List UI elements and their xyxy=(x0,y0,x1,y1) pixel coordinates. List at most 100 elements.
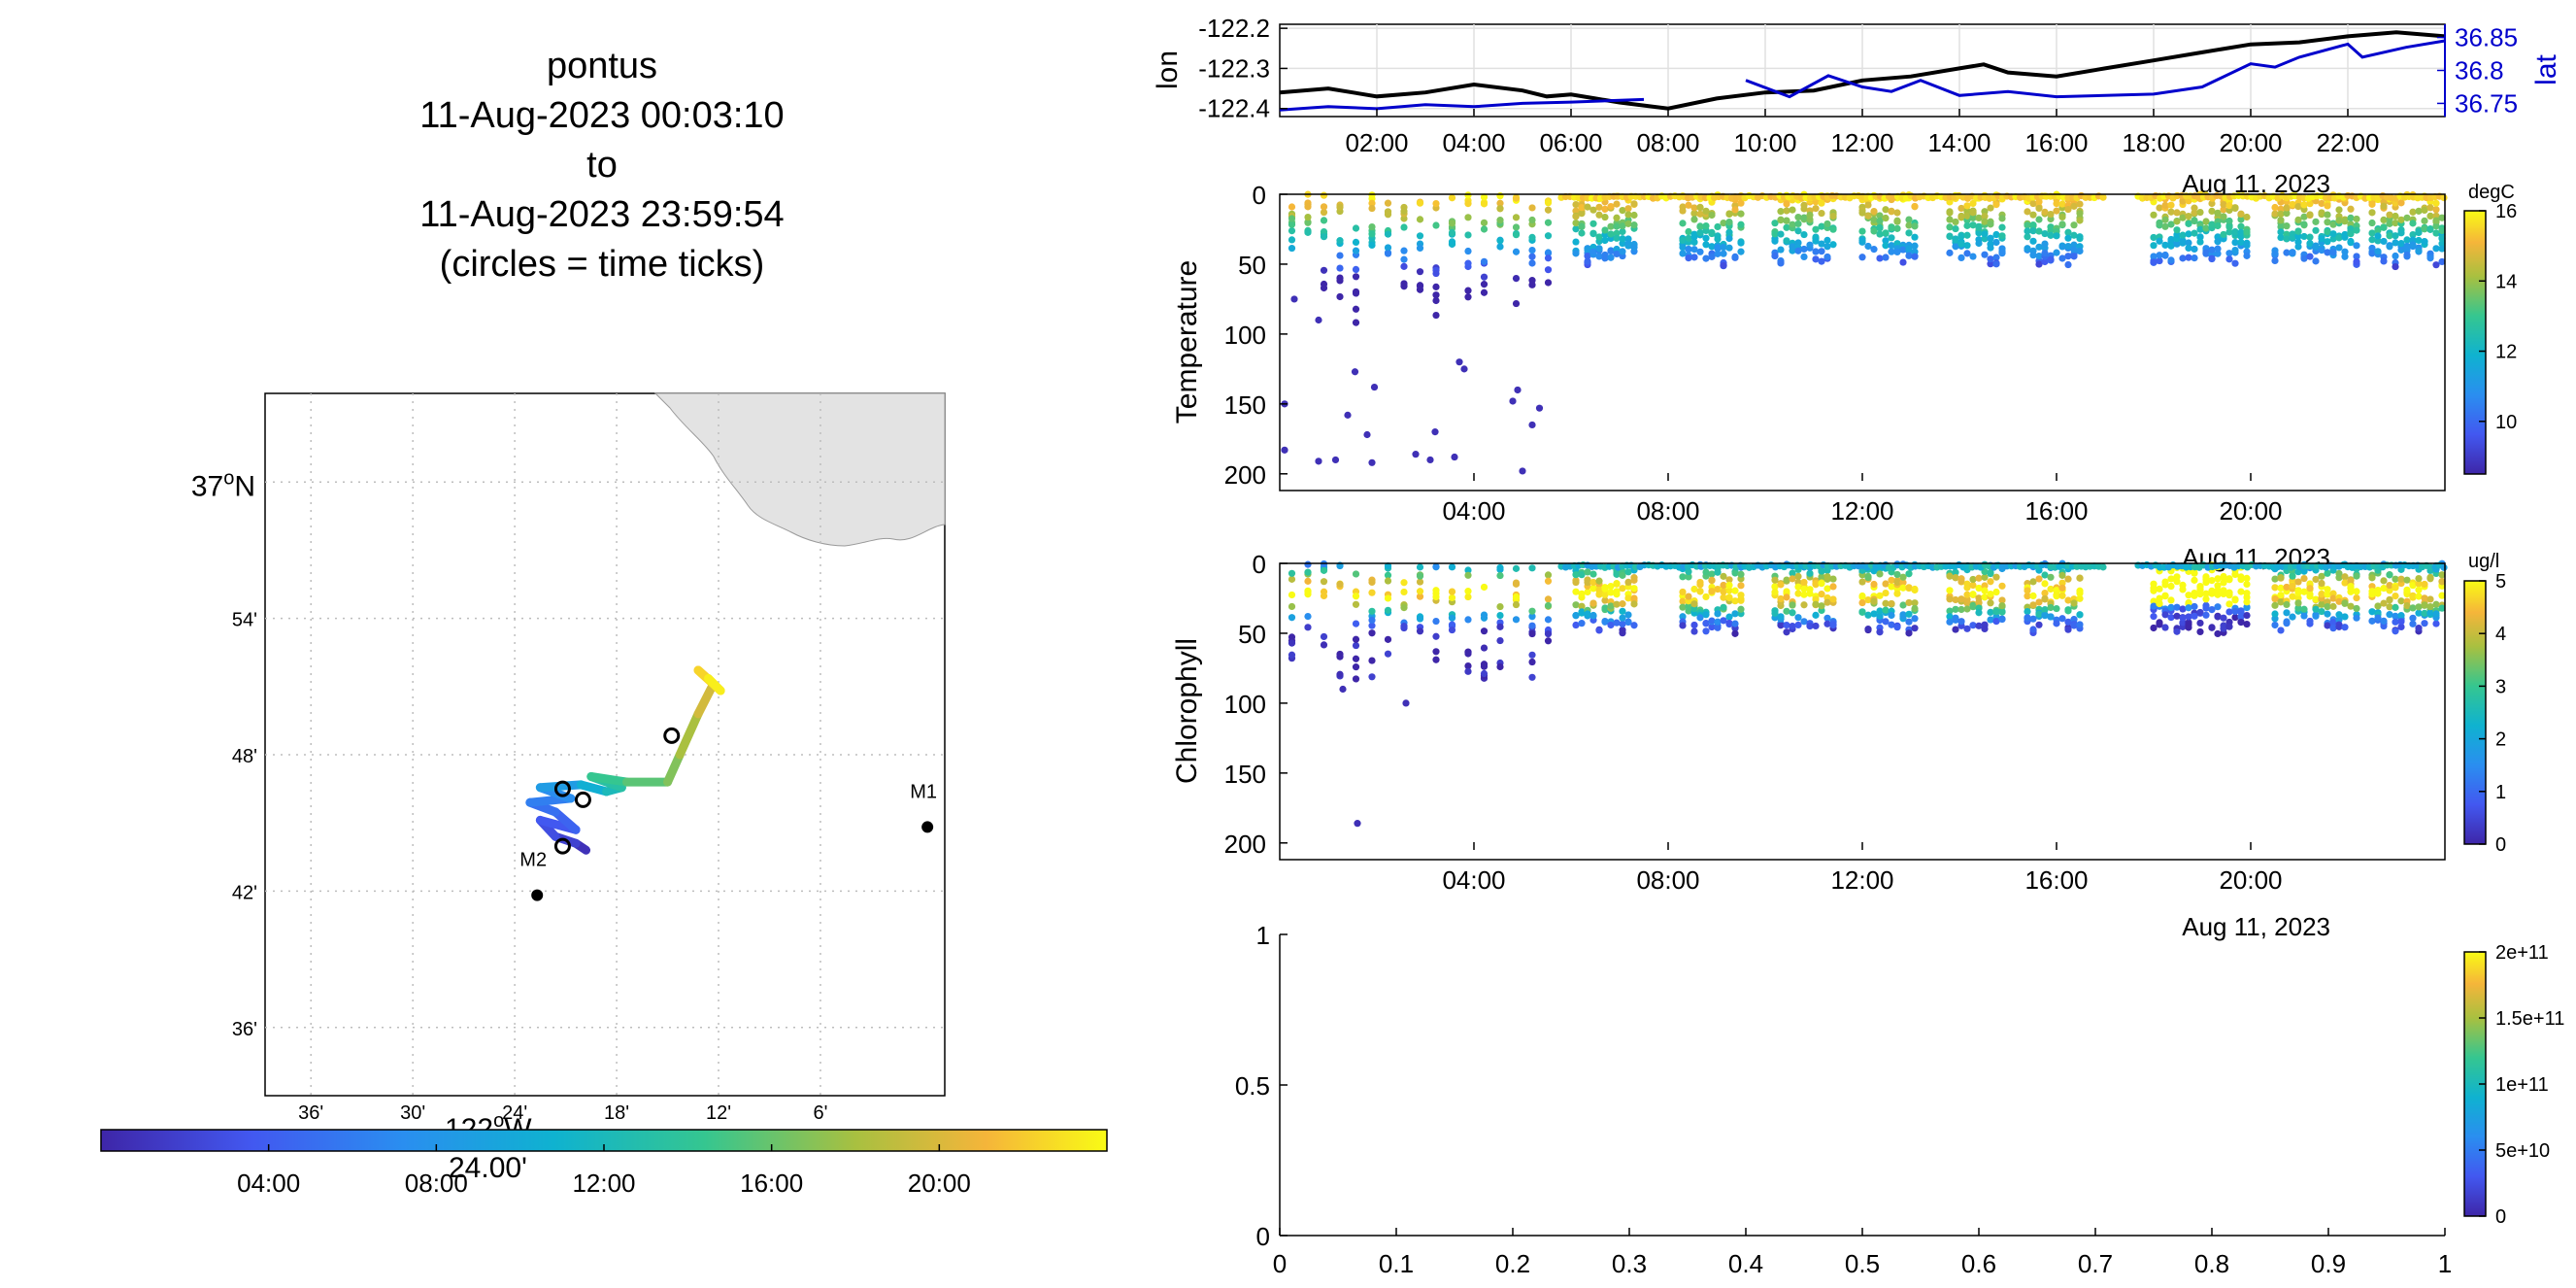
temperature-point xyxy=(1400,256,1407,263)
chlorophyll-point xyxy=(1998,608,2005,615)
chlorophyll-points xyxy=(1288,560,2448,828)
title-line: (circles = time ticks) xyxy=(440,244,765,285)
chlorophyll-point xyxy=(2368,574,2375,581)
temperature-point xyxy=(2306,234,2313,241)
title-line: 11-Aug-2023 00:03:10 xyxy=(419,95,784,136)
temperature-colorbar-label: degC xyxy=(2468,182,2515,203)
temperature-point xyxy=(1823,220,1830,227)
temperature-point xyxy=(2380,238,2387,245)
chlorophyll-point xyxy=(1321,593,1327,599)
temperature-point xyxy=(1702,235,1709,242)
chlorophyll-point xyxy=(2167,583,2174,590)
chlorophyll-point xyxy=(2064,576,2071,583)
temperature-point xyxy=(1464,293,1471,300)
temperature-point xyxy=(1449,238,1455,245)
chlorophyll-point xyxy=(2225,600,2232,607)
chlorophyll-point xyxy=(1720,604,1726,611)
temperature-point xyxy=(1619,248,1625,254)
temperature-point xyxy=(1714,223,1721,230)
temperature-point xyxy=(1545,254,1552,261)
temperature-point xyxy=(1911,243,1918,250)
temperature-point xyxy=(2041,241,2048,248)
chlorophyll-point xyxy=(1893,591,1900,597)
chlorophyll-point xyxy=(1777,613,1784,620)
temperature-point xyxy=(2029,252,2036,258)
chlorophyll-point xyxy=(1321,641,1327,648)
chlorophyll-point xyxy=(2397,612,2404,619)
temperature-point xyxy=(1496,243,1503,250)
chlorophyll-point xyxy=(1368,608,1375,615)
temperature-point xyxy=(1460,365,1467,372)
chlorophyll-point xyxy=(2283,601,2290,608)
chlorophyll-point xyxy=(2306,585,2313,592)
chlorophyll-point xyxy=(1400,604,1407,611)
temperature-point xyxy=(2029,212,2036,219)
temperature-point xyxy=(2231,205,2238,212)
chlorophyll-point xyxy=(1513,616,1520,623)
chlorophyll-point xyxy=(2156,586,2162,593)
chlorophyll-point xyxy=(2053,620,2059,627)
chlorophyll-point xyxy=(1288,614,1295,621)
temperature-point xyxy=(2374,248,2381,254)
lon-label: 18' xyxy=(604,1102,629,1124)
chlorophyll-point xyxy=(2312,613,2319,620)
chlorophyll-point xyxy=(1321,578,1327,585)
chlorophyll-point xyxy=(1794,573,1801,580)
chlorophyll-point xyxy=(1783,577,1790,584)
temperature-point xyxy=(1870,246,1877,253)
temperature-point xyxy=(1336,237,1343,244)
chlorophyll-point xyxy=(2271,602,2278,609)
temperature-point xyxy=(1352,368,1358,375)
temperature-point xyxy=(1400,248,1407,254)
y-tick-label: 0 xyxy=(1253,181,1266,210)
temperature-point xyxy=(1725,219,1732,225)
chlorophyll-point xyxy=(1998,616,2005,623)
temperature-point xyxy=(1690,254,1697,260)
chlorophyll-point xyxy=(1481,584,1488,591)
temperature-point xyxy=(2058,220,2065,227)
temperature-point xyxy=(1481,281,1488,288)
track-segment xyxy=(540,785,581,788)
temperature-point xyxy=(1882,229,1889,236)
chlorophyll-point xyxy=(2380,577,2387,584)
colorbar-tick-label: 12 xyxy=(2495,342,2517,363)
chlorophyll-point xyxy=(2208,624,2215,630)
temperature-point xyxy=(1353,239,1359,246)
chlorophyll-point xyxy=(1288,652,1295,659)
chlorophyll-point xyxy=(1545,571,1552,578)
chlorophyll-point xyxy=(2035,575,2042,582)
chlorophyll-point xyxy=(2432,610,2439,617)
temperature-point xyxy=(2368,220,2375,226)
temperature-point xyxy=(1304,229,1311,236)
chlorophyll-point xyxy=(1545,616,1552,623)
chlorophyll-point xyxy=(1876,628,1883,635)
chlorophyll-point xyxy=(2179,586,2186,593)
temperature-point xyxy=(1288,203,1295,210)
chlorophyll-point xyxy=(2220,615,2226,622)
temperature-point xyxy=(1385,200,1391,207)
chlorophyll-point xyxy=(2202,612,2209,619)
empty-x-tick-label: 1 xyxy=(2438,1249,2452,1278)
temperature-point xyxy=(2243,242,2250,249)
chlorophyll-point xyxy=(1714,610,1721,617)
y-tick-label: 150 xyxy=(1224,390,1266,420)
time-colorbar-tick-label: 20:00 xyxy=(908,1169,971,1198)
temperature-point xyxy=(2341,254,2348,260)
chlorophyll-point xyxy=(2070,599,2077,606)
temperature-point xyxy=(1368,223,1375,230)
temperature-point xyxy=(1464,191,1471,198)
lat-label: 37oN xyxy=(191,467,255,502)
lon-tick-label: -122.2 xyxy=(1198,14,1270,43)
temperature-point xyxy=(1998,250,2005,256)
chlorophyll-point xyxy=(1864,574,1871,581)
title-line: to xyxy=(586,145,618,186)
chlorophyll-point xyxy=(1481,611,1488,618)
temperature-axis-label: Temperature xyxy=(1171,260,1203,424)
empty-x-tick-label: 0.3 xyxy=(1612,1249,1647,1278)
temperature-point xyxy=(1870,208,1877,215)
figure: pontus 11-Aug-2023 00:03:10 to 11-Aug-20… xyxy=(0,0,2576,1288)
lonlat-x-tick-label: 06:00 xyxy=(1539,128,1602,157)
temperature-point xyxy=(2214,210,2221,217)
temperature-point xyxy=(2076,217,2083,223)
chlorophyll-point xyxy=(1304,613,1311,620)
